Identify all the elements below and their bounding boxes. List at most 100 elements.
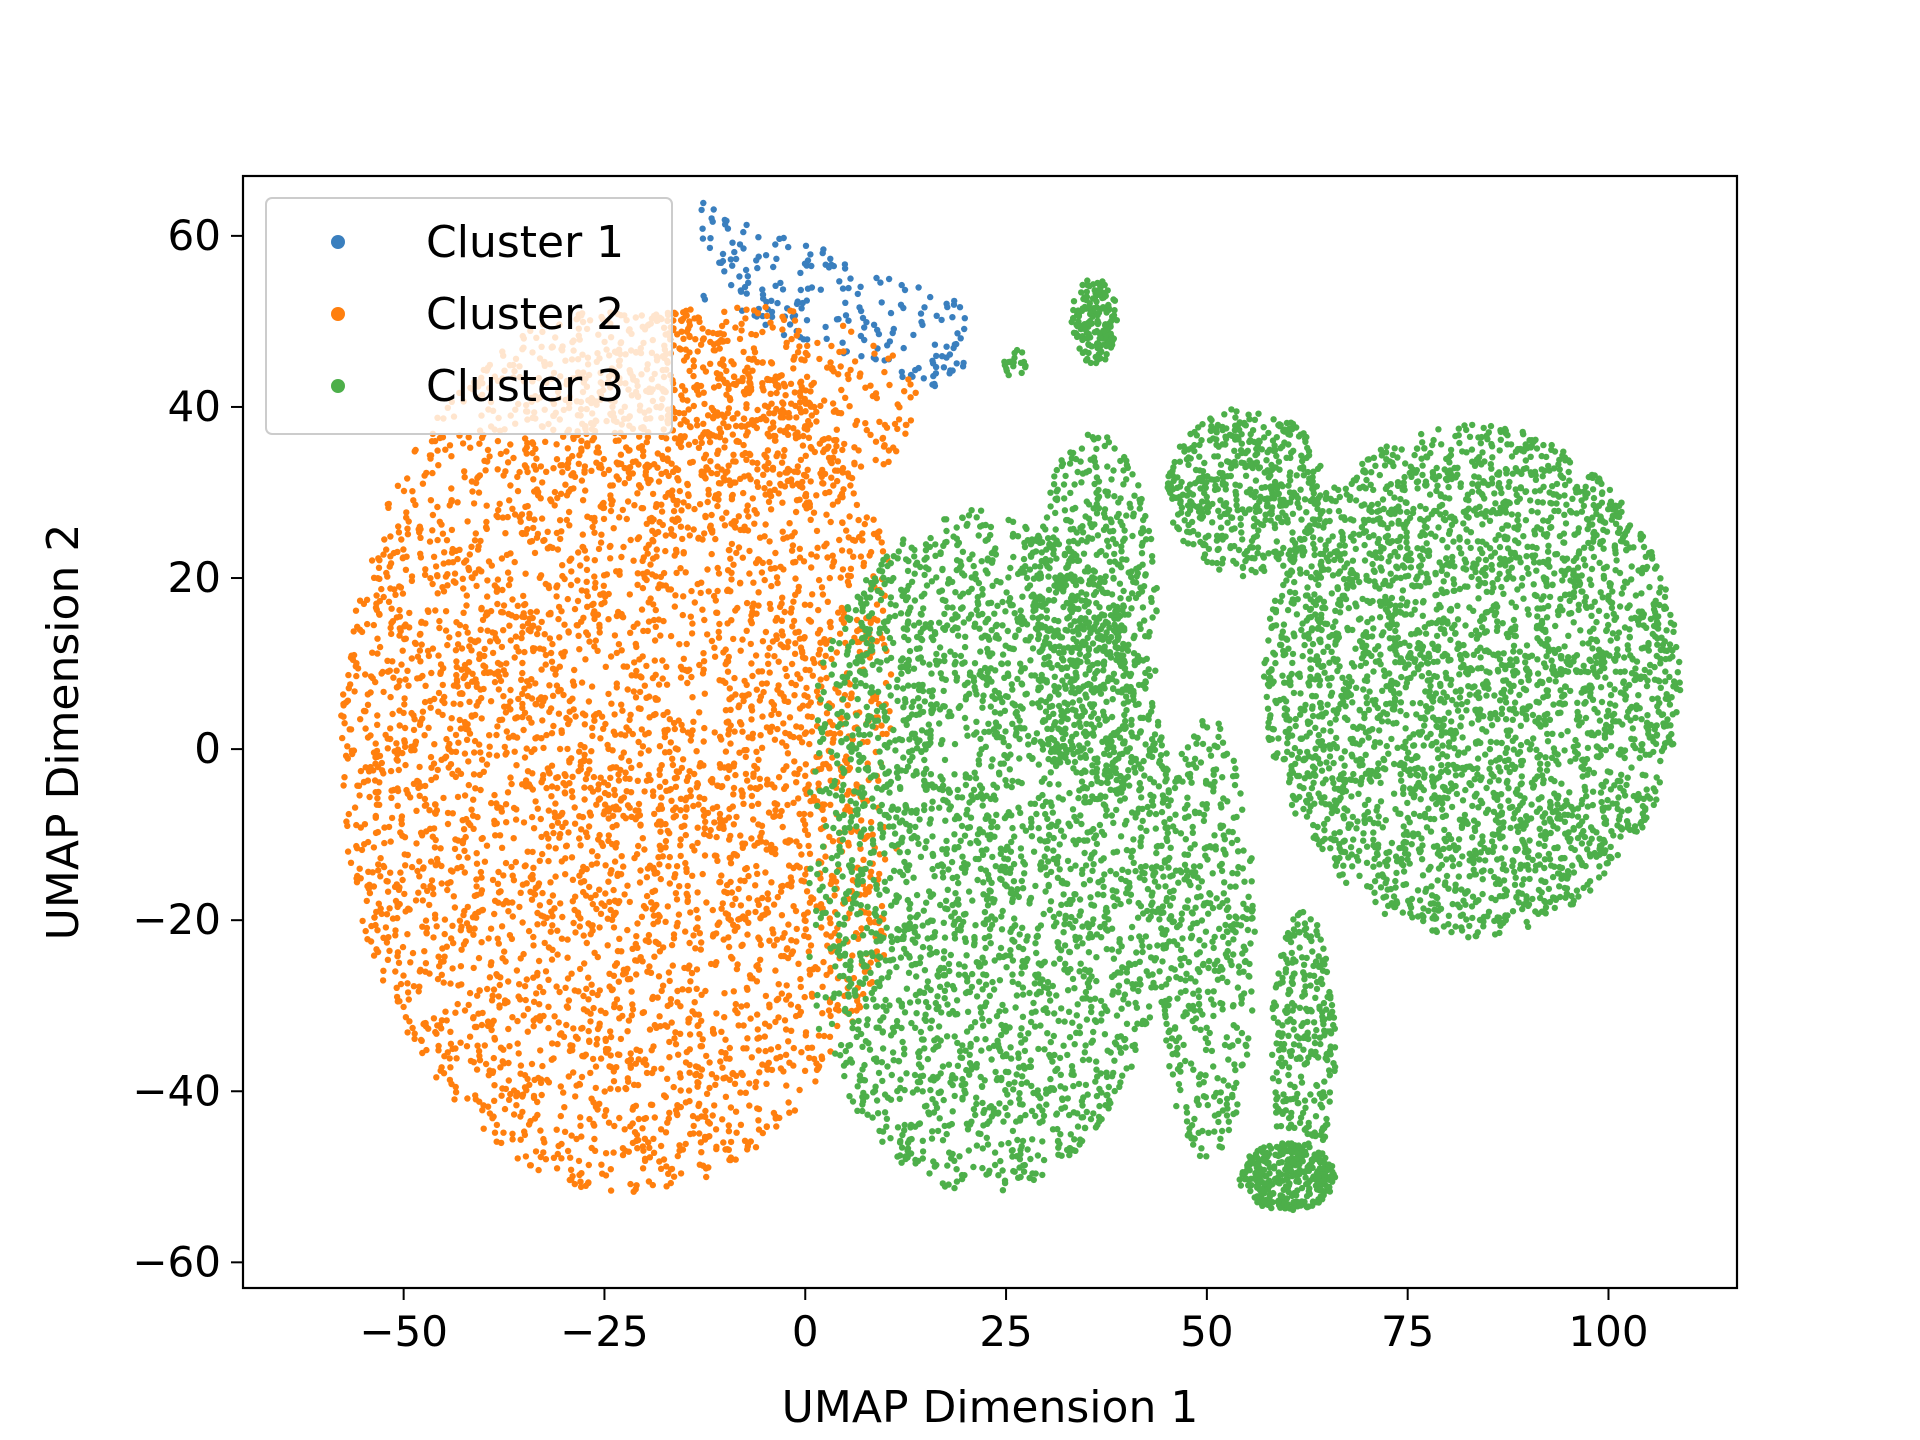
- data-point-cluster-2: [666, 830, 673, 837]
- data-point-cluster-2: [461, 468, 468, 475]
- data-point-cluster-2: [719, 900, 726, 907]
- data-point-cluster-2: [513, 806, 520, 813]
- data-point-cluster-2: [670, 814, 677, 821]
- data-point-cluster-1: [900, 304, 907, 312]
- data-point-cluster-2: [781, 446, 788, 454]
- data-point-cluster-2: [807, 388, 814, 395]
- data-point-cluster-2: [542, 438, 549, 445]
- data-point-cluster-2: [810, 509, 818, 516]
- data-point-cluster-2: [839, 566, 847, 573]
- data-point-cluster-2: [602, 862, 609, 869]
- data-point-cluster-2: [775, 774, 783, 781]
- data-point-cluster-2: [809, 672, 816, 679]
- data-point-cluster-2: [577, 741, 584, 749]
- data-point-cluster-2: [723, 318, 730, 326]
- data-point-cluster-2: [495, 993, 502, 1000]
- data-point-cluster-2: [708, 1071, 716, 1078]
- data-point-cluster-2: [372, 740, 379, 747]
- data-point-cluster-2: [670, 532, 678, 539]
- data-point-cluster-2: [555, 688, 562, 695]
- data-point-cluster-2: [500, 1129, 507, 1136]
- data-point-cluster-2: [570, 919, 577, 927]
- data-point-cluster-2: [434, 503, 441, 511]
- data-point-cluster-2: [674, 987, 681, 995]
- data-point-cluster-2: [544, 528, 551, 535]
- data-point-cluster-2: [777, 427, 784, 434]
- data-point-cluster-2: [524, 848, 531, 855]
- data-point-cluster-2: [627, 536, 634, 544]
- data-point-cluster-2: [529, 614, 536, 622]
- data-point-cluster-1: [920, 375, 927, 382]
- data-point-cluster-2: [433, 855, 441, 863]
- data-point-cluster-2: [515, 1050, 522, 1057]
- data-point-cluster-2: [666, 1109, 673, 1117]
- data-point-cluster-2: [555, 615, 562, 623]
- data-point-cluster-2: [607, 1028, 614, 1035]
- data-point-cluster-2: [785, 638, 792, 645]
- data-point-cluster-2: [577, 766, 584, 773]
- data-point-cluster-2: [563, 516, 570, 524]
- data-point-cluster-2: [537, 815, 544, 823]
- data-point-cluster-2: [640, 627, 647, 635]
- data-point-cluster-2: [778, 617, 786, 624]
- data-point-cluster-2: [444, 571, 451, 578]
- data-point-cluster-2: [494, 880, 502, 887]
- data-point-cluster-2: [432, 607, 439, 614]
- data-point-cluster-2: [648, 518, 656, 525]
- data-point-cluster-2: [449, 965, 456, 972]
- data-point-cluster-2: [500, 872, 507, 879]
- data-point-cluster-2: [607, 555, 614, 562]
- data-point-cluster-2: [549, 665, 557, 672]
- data-point-cluster-1: [938, 316, 945, 324]
- data-point-cluster-2: [771, 736, 779, 743]
- data-point-cluster-2: [666, 1038, 673, 1046]
- data-point-cluster-2: [414, 675, 421, 682]
- data-point-cluster-1: [910, 331, 917, 339]
- data-point-cluster-1: [929, 357, 936, 364]
- data-point-cluster-2: [471, 1023, 479, 1031]
- data-point-cluster-2: [664, 1002, 671, 1010]
- data-point-cluster-2: [499, 586, 506, 594]
- data-point-cluster-2: [772, 807, 779, 814]
- data-point-cluster-2: [818, 584, 826, 591]
- data-point-cluster-2: [570, 682, 578, 689]
- data-point-cluster-2: [523, 976, 530, 983]
- data-point-cluster-2: [580, 992, 587, 1000]
- data-point-cluster-2: [705, 832, 713, 839]
- data-point-cluster-2: [416, 763, 423, 771]
- data-point-cluster-2: [793, 779, 800, 786]
- data-point-cluster-1: [932, 363, 940, 371]
- data-point-cluster-2: [602, 890, 609, 897]
- data-point-cluster-2: [711, 644, 718, 651]
- data-point-cluster-2: [491, 910, 498, 918]
- data-point-cluster-2: [692, 336, 699, 343]
- data-point-cluster-2: [470, 931, 477, 938]
- data-point-cluster-2: [682, 797, 689, 804]
- data-point-cluster-2: [364, 838, 372, 846]
- data-point-cluster-2: [523, 450, 530, 457]
- data-point-cluster-2: [604, 781, 612, 789]
- data-point-cluster-2: [690, 363, 698, 370]
- data-point-cluster-1: [943, 343, 950, 350]
- data-point-cluster-2: [624, 965, 631, 972]
- data-point-cluster-2: [728, 540, 736, 548]
- data-point-cluster-2: [818, 1053, 825, 1060]
- data-point-cluster-2: [912, 389, 919, 396]
- data-point-cluster-2: [464, 1095, 471, 1102]
- data-point-cluster-2: [607, 1063, 615, 1071]
- data-point-cluster-2: [452, 1089, 460, 1096]
- data-point-cluster-1: [798, 305, 805, 312]
- data-point-cluster-2: [806, 966, 813, 974]
- data-point-cluster-2: [827, 968, 834, 975]
- data-point-cluster-2: [588, 861, 595, 868]
- data-point-cluster-2: [393, 883, 400, 890]
- data-point-cluster-2: [491, 791, 498, 799]
- data-point-cluster-2: [438, 1064, 445, 1071]
- data-point-cluster-1: [803, 297, 810, 304]
- data-point-cluster-2: [568, 568, 575, 575]
- data-point-cluster-2: [740, 800, 747, 807]
- data-point-cluster-2: [601, 808, 608, 815]
- data-point-cluster-2: [509, 596, 516, 603]
- data-point-cluster-2: [858, 817, 865, 824]
- data-point-cluster-2: [749, 672, 756, 680]
